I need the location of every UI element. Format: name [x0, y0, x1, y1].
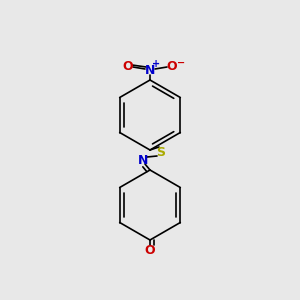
- Text: N: N: [138, 154, 148, 166]
- Text: S: S: [157, 146, 166, 158]
- Text: +: +: [152, 59, 160, 69]
- Text: −: −: [177, 58, 185, 68]
- Text: N: N: [145, 64, 155, 76]
- Text: O: O: [145, 244, 155, 256]
- Text: O: O: [123, 61, 133, 74]
- Text: O: O: [167, 61, 177, 74]
